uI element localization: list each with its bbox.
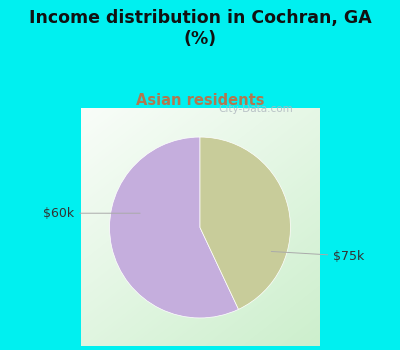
Wedge shape: [110, 137, 238, 318]
Text: Income distribution in Cochran, GA
(%): Income distribution in Cochran, GA (%): [29, 9, 371, 48]
Text: Asian residents: Asian residents: [136, 93, 264, 108]
Text: $75k: $75k: [271, 250, 364, 262]
Text: City-Data.com: City-Data.com: [218, 104, 293, 114]
Text: $60k: $60k: [43, 207, 140, 220]
Wedge shape: [200, 137, 290, 309]
